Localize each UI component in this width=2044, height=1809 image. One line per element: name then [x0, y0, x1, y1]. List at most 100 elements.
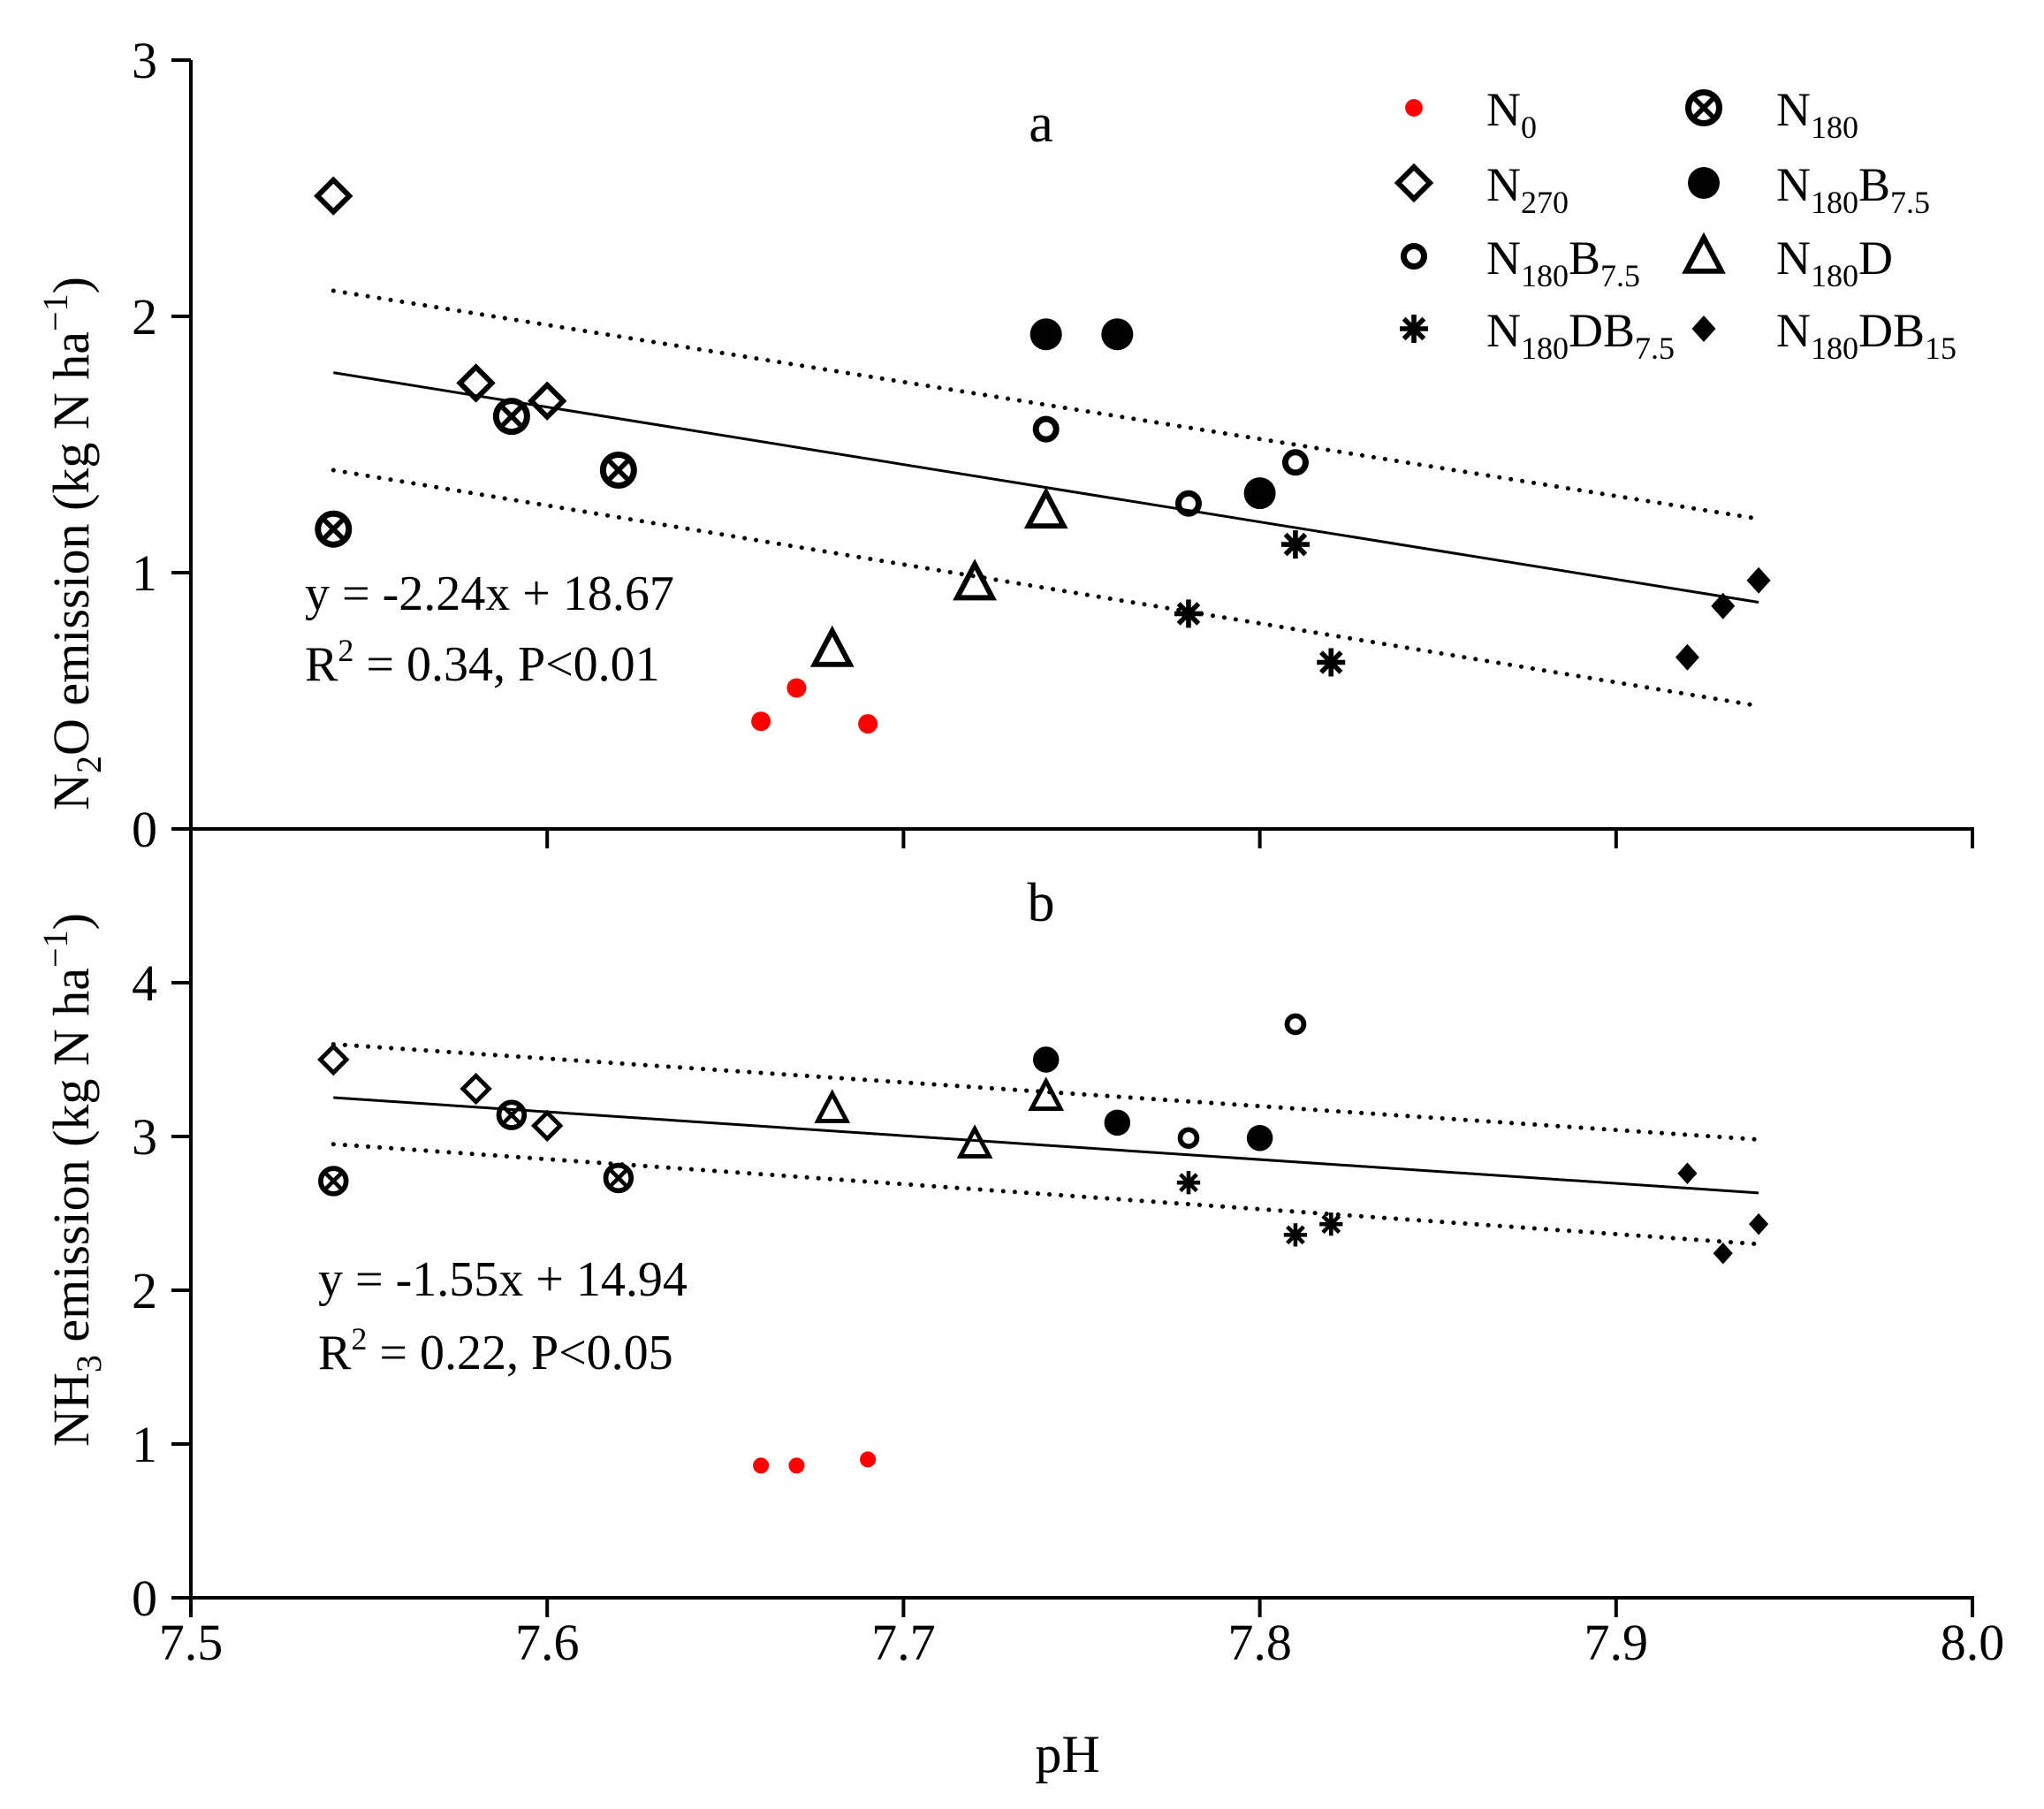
panel-b-point-n180d [1028, 1076, 1065, 1111]
panel-b-point-n180db7-5 [1319, 1212, 1343, 1236]
legend-label-n180: N180 [1776, 83, 1858, 145]
legend-marker-n180d [1682, 232, 1726, 274]
panel-a-point-n180b7-5-open [1174, 490, 1202, 517]
panel-b-point-n180 [603, 1162, 634, 1194]
x-tick-label: 7.7 [871, 1614, 936, 1671]
panel-b-ci-lower [331, 1142, 1761, 1247]
panel-b-point-n180b7-5-filled [1104, 1109, 1131, 1136]
panel-a-point-n180db15 [1711, 592, 1736, 619]
panel-b-point-n180b7-5-filled [1246, 1124, 1273, 1152]
panel-a-point-n270 [527, 381, 567, 421]
x-axis-tick-labels: 7.5 7.6 7.7 7.8 7.9 8.0 [159, 1614, 2005, 1671]
legend-marker-n180b7-5-open [1401, 243, 1427, 270]
panel-b-y-axis-title: NH3 emission (kg N ha−1) [35, 913, 109, 1447]
panel-b: 0 1 2 3 4 b y = -1.55x + 14.94 R2 = 0.22, P<… [35, 829, 1974, 1627]
panel-a-point-n180 [315, 510, 353, 548]
panel-b-y-tick-label: 4 [132, 954, 157, 1012]
panel-b-point-n180d [814, 1089, 851, 1123]
panel-b-stats: R2 = 0.22, P<0.05 [318, 1321, 673, 1380]
panel-b-points [317, 1013, 1769, 1474]
panel-b-point-n180db15 [1677, 1162, 1698, 1185]
panel-a-point-n0 [751, 711, 771, 732]
panel-b-y-tick-label: 2 [132, 1262, 157, 1319]
panel-a-point-n180db15 [1746, 566, 1771, 594]
panel-b-point-n180db15 [1749, 1212, 1769, 1235]
x-tick-label: 7.5 [159, 1614, 224, 1671]
panel-a-point-n180b7-5-filled [1243, 477, 1276, 510]
legend-marker-n180 [1685, 89, 1722, 126]
legend-label-n180db7-5: N180DB7.5 [1486, 304, 1675, 366]
legend-label-n0: N0 [1486, 83, 1537, 145]
panel-b-label: b [1028, 873, 1055, 933]
legend: N0 N180 N270 N180B7.5 N180B7.5 N180D N180DB7.5… [1394, 83, 1957, 366]
legend-marker-n180db15 [1691, 315, 1716, 342]
panel-a-ci-upper [331, 288, 1761, 521]
panel-b-point-n180db15 [1713, 1242, 1733, 1265]
panel-a-y-axis-title: N2O emission (kg N ha−1) [35, 277, 109, 810]
panel-a-y-tick-label: 1 [132, 544, 157, 602]
legend-marker-n180b7-5-filled [1688, 167, 1720, 199]
x-tick-label: 8.0 [1941, 1614, 2005, 1671]
legend-label-n180d: N180D [1776, 232, 1893, 293]
panel-a-y-tick-label: 3 [132, 32, 157, 89]
panel-b-equation: y = -1.55x + 14.94 [318, 1252, 688, 1307]
panel-a-point-n270 [314, 176, 353, 216]
panel-b-point-n180b7-5-open [1284, 1013, 1307, 1036]
panel-a-points [314, 176, 1771, 734]
panel-b-point-n270 [317, 1043, 350, 1076]
legend-label-n180b7-5-filled: N180B7.5 [1776, 158, 1930, 220]
panel-b-point-n0 [860, 1451, 877, 1468]
panel-b-regression-line [333, 1096, 1759, 1195]
x-tick-label: 7.6 [515, 1614, 580, 1671]
panel-b-point-n0 [788, 1457, 805, 1474]
legend-marker-n270 [1394, 163, 1434, 203]
panel-b-point-n0 [753, 1457, 770, 1474]
panel-a-point-n270 [456, 363, 496, 403]
panel-a-point-n180 [599, 452, 637, 489]
panel-a-point-n180 [492, 398, 530, 436]
panel-a-point-n0 [786, 678, 807, 698]
panel-a-y-tick-label: 2 [132, 288, 157, 346]
panel-b-point-n270 [460, 1072, 492, 1106]
legend-label-n270: N270 [1486, 158, 1569, 220]
panel-b-point-n270 [530, 1109, 564, 1143]
panel-a-point-n180b7-5-filled [1030, 318, 1062, 351]
panel-a-y-tick-label: 0 [132, 801, 157, 858]
panel-a-axes: 0 1 2 3 [132, 32, 1974, 858]
panel-b-point-n180b7-5-open [1177, 1127, 1200, 1150]
legend-marker-n180db7-5 [1400, 315, 1428, 343]
panel-a-point-n180d [1023, 487, 1068, 529]
panel-a-equation: y = -2.24x + 18.67 [305, 566, 674, 621]
panel-a-point-n0 [858, 714, 878, 734]
panel-a-ci-lower [331, 467, 1761, 709]
panel-a-point-n180d [809, 625, 855, 667]
legend-marker-n0 [1405, 99, 1423, 117]
panel-a-point-n180db7-5 [1317, 648, 1346, 677]
panel-b-y-tick-label: 1 [132, 1416, 157, 1473]
panel-b-point-n180 [318, 1166, 349, 1197]
panel-b-point-n180d [956, 1124, 993, 1159]
panel-b-point-n180 [496, 1099, 528, 1130]
panel-a-point-n180db15 [1675, 643, 1699, 671]
panel-a-point-n180b7-5-filled [1101, 318, 1134, 351]
panel-b-axes: 0 1 2 3 4 [132, 829, 1974, 1627]
x-tick-label: 7.8 [1227, 1614, 1292, 1671]
panel-a-confidence-band [331, 288, 1761, 709]
panel-b-point-n180b7-5-filled [1032, 1046, 1060, 1073]
panel-b-y-tick-label: 0 [132, 1570, 157, 1627]
legend-label-n180db15: N180DB15 [1776, 304, 1957, 366]
panel-a-label: a [1029, 94, 1053, 154]
x-axis-title: pH [1035, 1725, 1099, 1783]
panel-a-point-n180db7-5 [1280, 530, 1310, 559]
panel-b-confidence-band [331, 1042, 1761, 1247]
legend-label-n180b7-5-open: N180B7.5 [1486, 232, 1640, 293]
panel-a-point-n180d [953, 559, 997, 601]
panel-b-point-n180db7-5 [1283, 1223, 1308, 1247]
panel-a-point-n180b7-5-open [1032, 415, 1060, 443]
panel-a-point-n180db7-5 [1174, 599, 1203, 628]
panel-a-point-n180b7-5-open [1281, 449, 1309, 476]
panel-b-regression [333, 1096, 1759, 1195]
panel-b-ci-upper [331, 1042, 1761, 1142]
x-tick-label: 7.9 [1584, 1614, 1649, 1671]
